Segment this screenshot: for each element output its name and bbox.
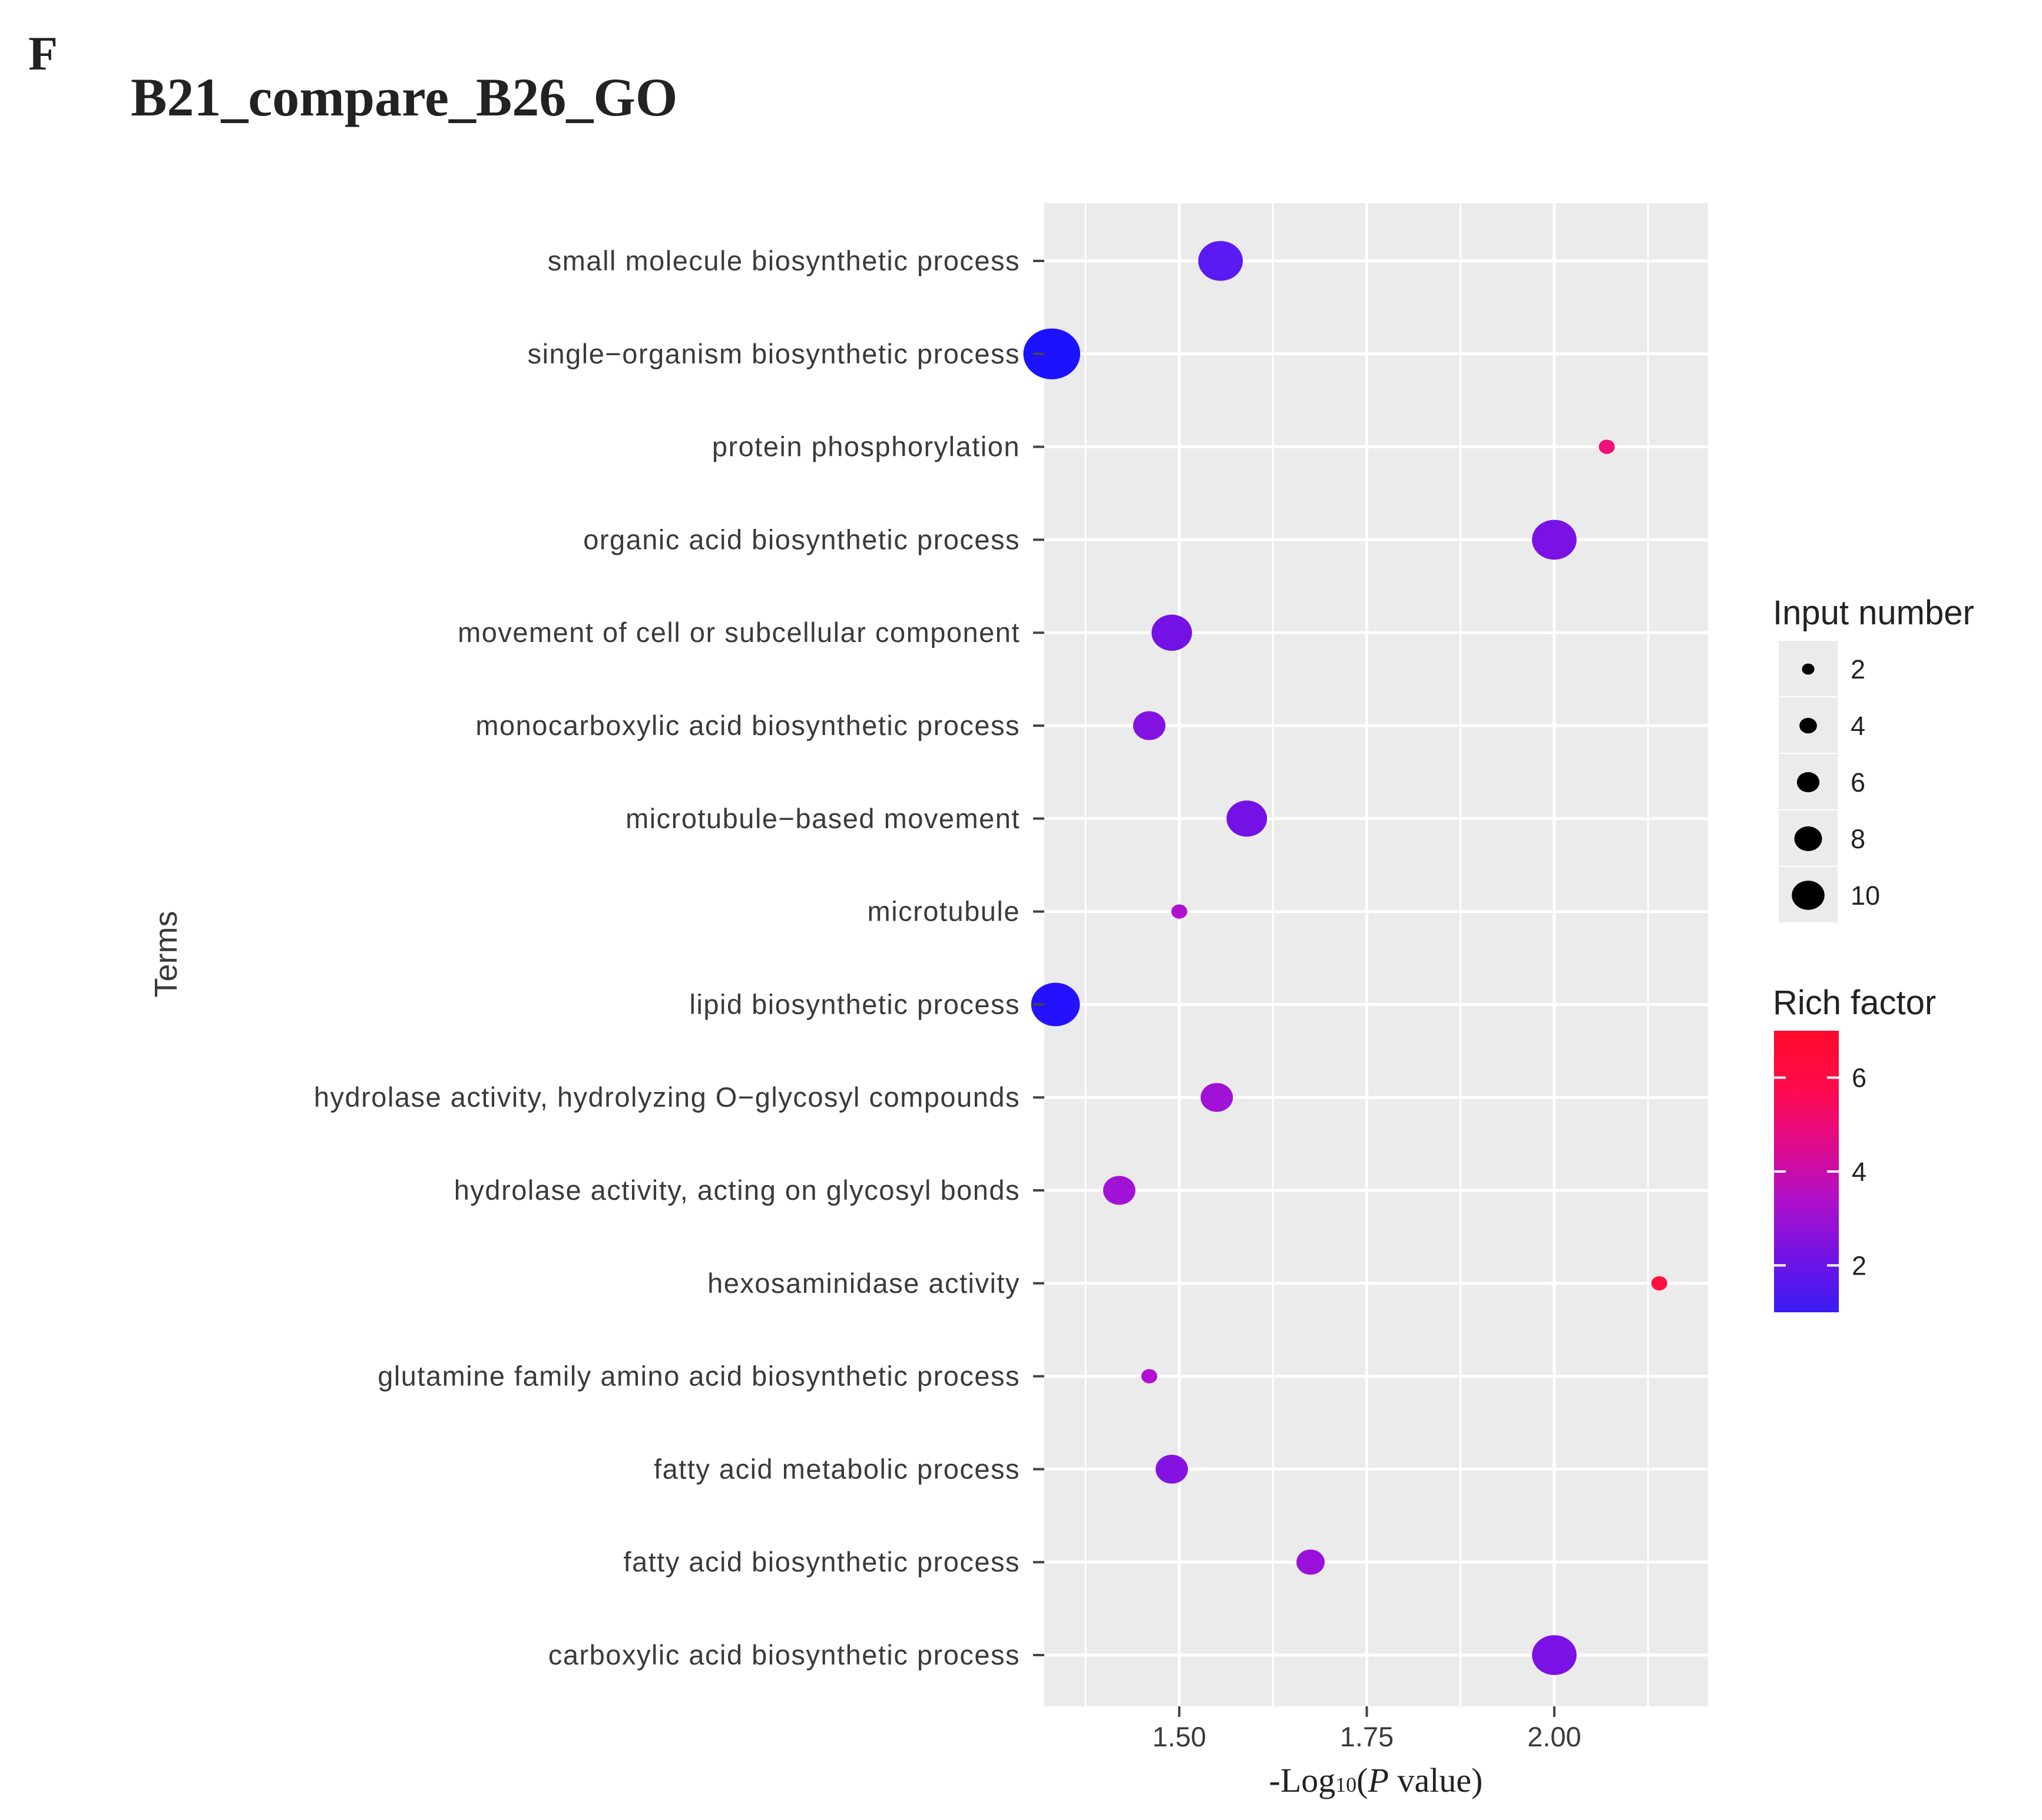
term-label: small molecule biosynthetic process xyxy=(548,245,1020,276)
x-axis-title-italic: P xyxy=(1368,1761,1389,1799)
plot-panel xyxy=(1023,203,1708,1706)
size-legend-dot xyxy=(1796,772,1820,793)
term-label: single−organism biosynthetic process xyxy=(528,338,1020,369)
size-legend-dot xyxy=(1794,826,1822,851)
x-tick-label: 1.50 xyxy=(1152,1721,1206,1752)
x-axis-title-subscript: 10 xyxy=(1335,1773,1356,1796)
x-tick-label: 1.75 xyxy=(1340,1721,1394,1752)
data-point xyxy=(1151,614,1192,651)
data-point xyxy=(1141,1369,1157,1384)
term-label: glutamine family amino acid biosynthetic… xyxy=(378,1361,1020,1392)
size-legend-label: 4 xyxy=(1851,711,1865,741)
data-point xyxy=(1171,904,1187,919)
data-point xyxy=(1103,1176,1136,1205)
size-legend-dot xyxy=(1792,881,1825,910)
term-labels: small molecule biosynthetic process singl… xyxy=(314,245,1020,1670)
size-legend-entries: 2 4 6 8 10 xyxy=(1779,641,1880,922)
term-label: microtubule xyxy=(868,896,1020,927)
data-point xyxy=(1532,519,1577,560)
color-legend: Rich factor 6 4 2 xyxy=(1773,984,1936,1312)
x-ticks: 1.50 1.75 2.00 xyxy=(1152,1706,1581,1752)
x-axis-title-prefix: -Log xyxy=(1269,1761,1336,1799)
term-label: fatty acid biosynthetic process xyxy=(624,1546,1020,1577)
data-point xyxy=(1598,439,1615,454)
size-legend-dot xyxy=(1802,663,1815,675)
term-label: fatty acid metabolic process xyxy=(654,1453,1020,1484)
size-legend-label: 6 xyxy=(1851,767,1865,798)
color-legend-title: Rich factor xyxy=(1773,984,1936,1022)
data-point xyxy=(1031,982,1080,1027)
data-point xyxy=(1198,241,1243,281)
data-point xyxy=(1133,711,1166,740)
term-label: lipid biosynthetic process xyxy=(690,988,1021,1020)
x-axis-title: -Log10(P value) xyxy=(1269,1761,1483,1799)
term-label: movement of cell or subcellular componen… xyxy=(458,617,1020,648)
panel-background xyxy=(1044,203,1708,1706)
data-point xyxy=(1651,1276,1667,1290)
term-label: carboxylic acid biosynthetic process xyxy=(548,1639,1020,1670)
size-legend-label: 8 xyxy=(1851,824,1865,854)
term-label: organic acid biosynthetic process xyxy=(583,524,1020,555)
x-axis-title-open: ( xyxy=(1356,1761,1368,1799)
color-legend-label: 2 xyxy=(1852,1250,1866,1280)
term-label: hydrolase activity, acting on glycosyl b… xyxy=(454,1174,1020,1206)
term-label: protein phosphorylation xyxy=(712,431,1020,462)
size-legend: Input number 2 4 6 8 10 xyxy=(1773,594,1974,922)
term-label: microtubule−based movement xyxy=(625,803,1020,834)
data-point xyxy=(1023,328,1081,379)
term-label: hydrolase activity, hydrolyzing O−glycos… xyxy=(314,1081,1020,1113)
size-legend-label: 10 xyxy=(1851,881,1880,911)
data-point xyxy=(1226,800,1267,837)
x-axis-title-rest: value) xyxy=(1389,1761,1482,1799)
color-legend-ticks: 6 4 2 xyxy=(1774,1063,1866,1280)
term-label: hexosaminidase activity xyxy=(707,1268,1020,1299)
size-legend-title: Input number xyxy=(1773,594,1974,632)
data-point xyxy=(1296,1549,1325,1575)
data-point xyxy=(1200,1083,1233,1112)
x-tick-label: 2.00 xyxy=(1527,1721,1581,1752)
chart-title: B21_compare_B26_GO xyxy=(131,67,678,127)
y-ticks xyxy=(1033,260,1044,1656)
color-legend-label: 4 xyxy=(1852,1157,1866,1187)
data-point xyxy=(1156,1454,1188,1484)
data-point xyxy=(1532,1635,1577,1675)
y-axis-title: Terms xyxy=(148,911,184,998)
size-legend-dot xyxy=(1799,717,1817,734)
term-label: monocarboxylic acid biosynthetic process xyxy=(475,710,1020,741)
data-points xyxy=(1023,241,1667,1675)
panel-letter: F xyxy=(28,27,58,80)
size-legend-label: 2 xyxy=(1851,654,1865,684)
color-legend-label: 6 xyxy=(1852,1063,1866,1093)
